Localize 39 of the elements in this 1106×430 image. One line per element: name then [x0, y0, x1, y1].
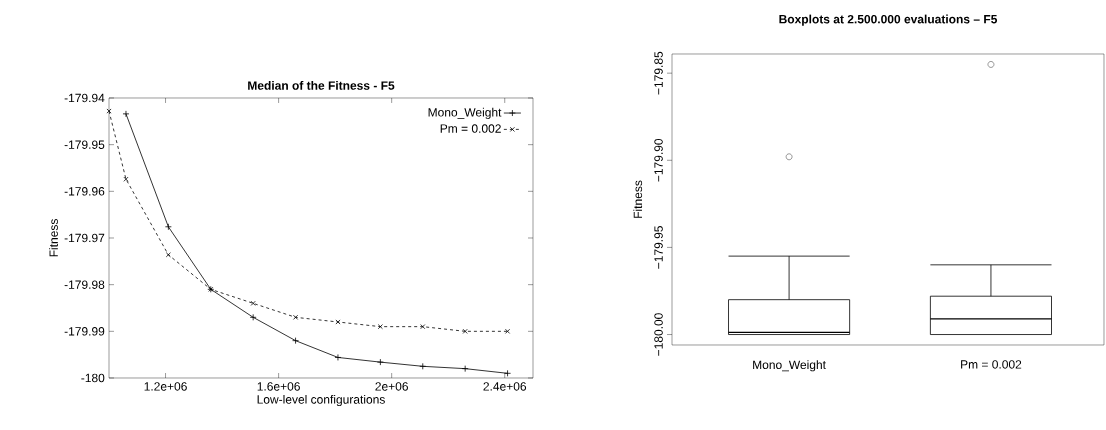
y-tick-label: −179.95	[654, 226, 663, 269]
point	[250, 300, 256, 306]
point	[377, 324, 383, 330]
y-tick-label: −179.85	[654, 51, 663, 95]
point	[461, 365, 469, 373]
y-tick-label: -179.97	[64, 233, 105, 243]
point	[249, 313, 257, 321]
x-tick-label: 1.6e+06	[257, 382, 300, 391]
y-tick-label: -179.96	[64, 187, 105, 196]
point	[164, 223, 172, 231]
legend-label: Mono_Weight	[428, 107, 502, 119]
point	[123, 176, 129, 182]
y-tick-label: -179.98	[64, 280, 105, 289]
point	[165, 252, 171, 258]
y-axis-title: Fitness	[633, 180, 643, 218]
y-tick-label: -179.94	[64, 93, 105, 103]
point	[334, 354, 342, 361]
y-tick-label: −179.90	[654, 138, 663, 182]
legend-label: Pm = 0.002	[440, 124, 501, 133]
point	[292, 337, 299, 345]
point	[419, 362, 427, 370]
x-tick-label: 2.4e+06	[483, 382, 527, 391]
point	[420, 324, 426, 330]
point	[376, 358, 384, 366]
x-axis-title: Low-level configurations	[257, 394, 385, 407]
point	[505, 328, 511, 334]
y-tick-label: -180	[81, 373, 105, 383]
chart-title: Boxplots at 2.500.000 evaluations – F5	[779, 14, 998, 26]
chart-title: Median of the Fitness - F5	[248, 80, 395, 90]
point	[122, 110, 130, 118]
point	[462, 328, 468, 334]
x-tick-label: 2e+06	[375, 382, 408, 391]
y-tick-label: -179.99	[64, 327, 105, 336]
y-axis-title: Fitness	[49, 219, 58, 257]
y-tick-label: −180.00	[654, 313, 663, 356]
x-tick-label: 1.2e+06	[144, 382, 187, 391]
point	[293, 314, 299, 320]
y-tick-label: -179.95	[64, 140, 105, 149]
point	[504, 369, 511, 377]
